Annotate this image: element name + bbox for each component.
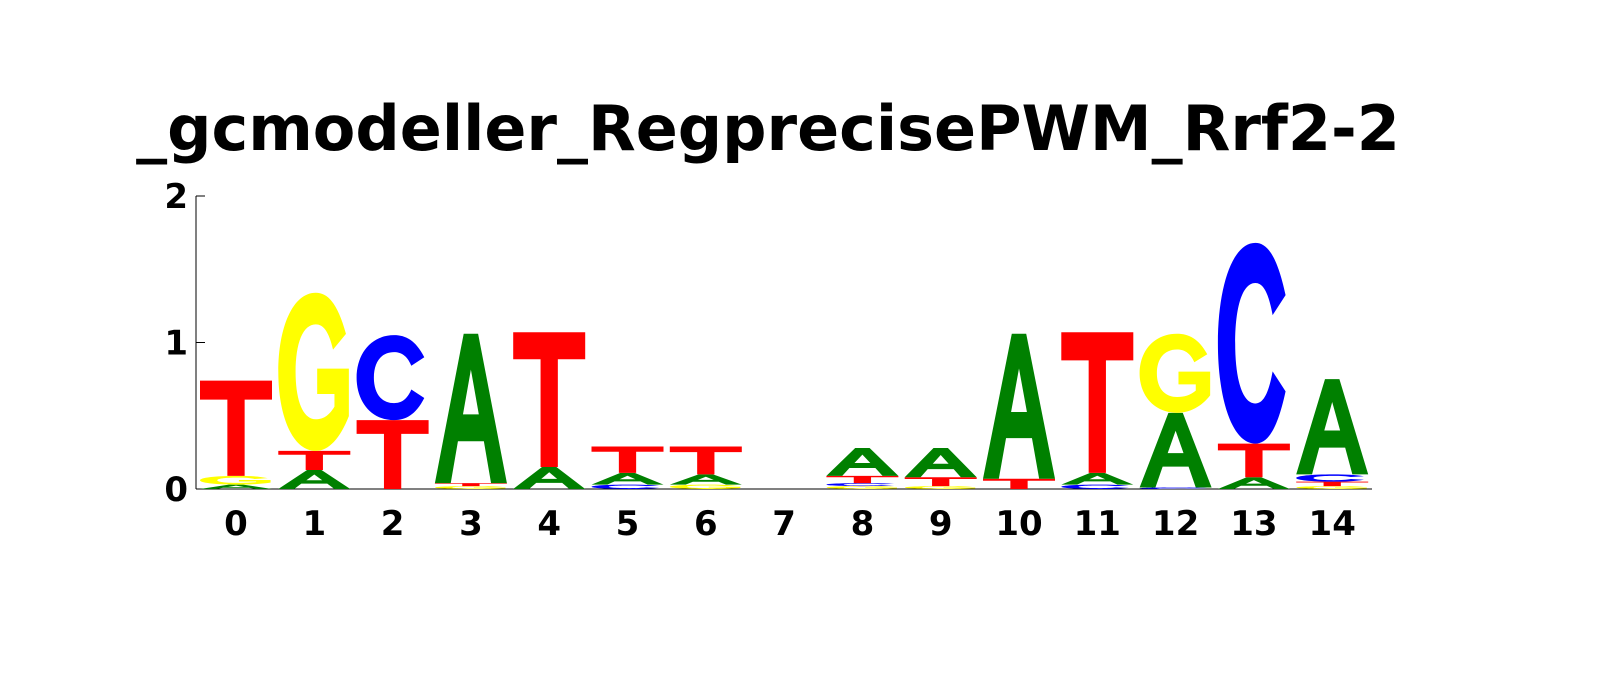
x-tick-label: 6 [694,504,718,544]
x-tick-label: 7 [772,504,796,544]
x-tick-label: 11 [1074,504,1121,544]
x-tick-label: 2 [381,504,405,544]
x-tick-labels: 0 1 2 3 4 5 6 7 8 9 10 11 12 13 14 [224,504,1356,544]
logo-letter-G-pos-14 [1296,486,1367,489]
logo-letter-A-pos-0 [200,484,272,489]
logo-letters [200,242,1369,489]
logo-letter-C-pos-11 [1061,484,1129,489]
x-tick-label: 12 [1152,504,1199,544]
x-tick-label: 14 [1309,504,1356,544]
logo-letter-G-pos-9 [904,486,976,489]
y-tick-label: 2 [164,177,188,217]
x-tick-label: 8 [851,504,875,544]
logo-letter-T-pos-2 [356,420,429,489]
logo-letter-T-pos-6 [669,446,742,475]
y-tick-label: 1 [164,324,188,364]
logo-letter-G-pos-0 [200,475,271,485]
logo-letter-A-pos-9 [904,447,977,478]
logo-letter-G-pos-8 [826,486,897,489]
logo-letter-A-pos-13 [1217,477,1290,489]
logo-letter-T-pos-10 [983,478,1055,489]
x-tick-label: 10 [995,504,1042,544]
logo-letter-T-pos-11 [1061,332,1134,473]
x-tick-label: 9 [929,504,953,544]
logo-letter-T-pos-1 [278,450,351,470]
x-tick-label: 4 [537,504,561,544]
logo-letter-C-pos-2 [356,335,425,421]
logo-letter-A-pos-5 [591,472,664,485]
logo-letter-A-pos-4 [513,467,586,489]
logo-letter-T-pos-14 [1296,481,1369,487]
logo-letter-T-pos-3 [434,483,507,487]
logo-letter-T-pos-9 [904,477,977,487]
logo-letter-T-pos-13 [1217,443,1290,478]
logo-letter-G-pos-6 [669,484,741,489]
logo-letter-C-pos-13 [1217,242,1286,444]
logo-letter-G-pos-3 [434,486,506,489]
logo-letter-A-pos-14 [1296,379,1369,475]
x-tick-label: 1 [302,504,326,544]
logo-letter-T-pos-5 [591,446,664,473]
logo-letter-A-pos-6 [669,474,742,485]
logo-letter-A-pos-8 [826,447,899,476]
x-tick-label: 5 [616,504,640,544]
logo-letter-G-pos-1 [278,292,349,451]
logo-letter-A-pos-1 [278,469,351,489]
logo-letter-C-pos-12 [1139,487,1208,489]
logo-letter-A-pos-3 [434,333,507,484]
logo-letter-G-pos-12 [1139,333,1211,413]
logo-letter-C-pos-5 [591,484,660,489]
logo-letter-C-pos-14 [1296,474,1364,482]
y-tick-label: 0 [164,470,188,510]
logo-letter-A-pos-12 [1139,412,1212,488]
x-tick-label: 0 [224,504,248,544]
axes: 0 1 2 [164,177,1372,510]
x-tick-label: 3 [459,504,483,544]
chart-title: _gcmodeller_RegprecisePWM_Rrf2-2 [136,92,1400,165]
logo-letter-T-pos-4 [513,332,586,468]
logo-letter-A-pos-11 [1061,472,1134,485]
logo-letter-T-pos-0 [200,380,272,476]
logo-letter-T-pos-8 [826,475,899,484]
logo-letter-A-pos-10 [983,333,1055,479]
logo-letter-C-pos-8 [826,483,895,487]
x-tick-label: 13 [1230,504,1277,544]
